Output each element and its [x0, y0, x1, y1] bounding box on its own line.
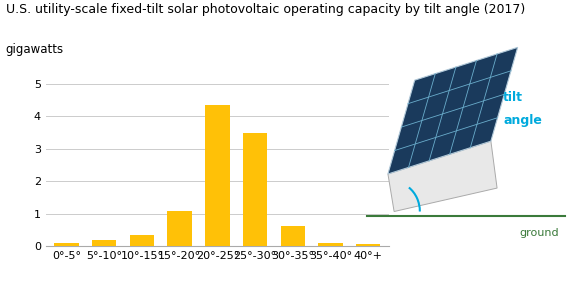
- Text: ground: ground: [519, 228, 559, 238]
- Polygon shape: [388, 141, 497, 212]
- Bar: [92, 240, 117, 246]
- Bar: [205, 105, 229, 246]
- Bar: [54, 243, 79, 246]
- Bar: [243, 133, 267, 246]
- Polygon shape: [388, 47, 518, 174]
- Text: U.S. utility-scale fixed-tilt solar photovoltaic operating capacity by tilt angl: U.S. utility-scale fixed-tilt solar phot…: [6, 3, 525, 16]
- Text: angle: angle: [503, 114, 542, 127]
- Bar: [356, 244, 380, 246]
- Text: tilt: tilt: [503, 91, 523, 104]
- Bar: [168, 211, 192, 246]
- Bar: [318, 243, 343, 246]
- Bar: [130, 235, 154, 246]
- Bar: [280, 226, 305, 246]
- Text: gigawatts: gigawatts: [6, 43, 64, 56]
